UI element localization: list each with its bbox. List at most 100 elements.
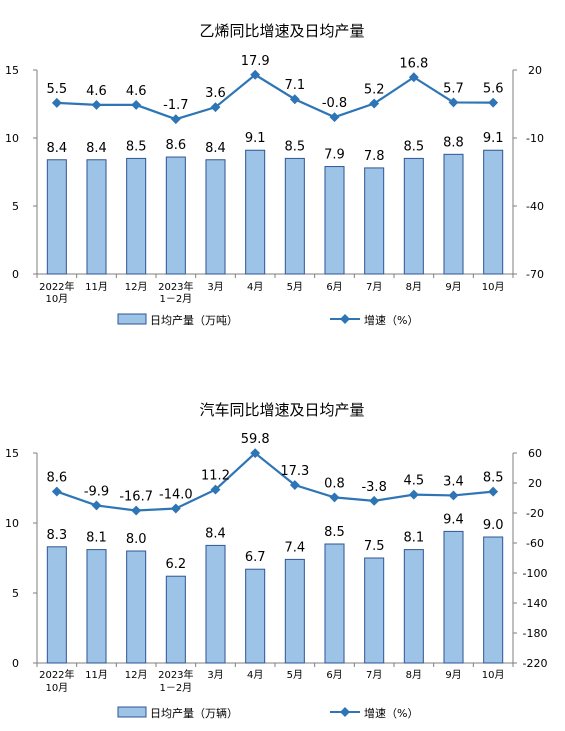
automobile-x-tick-label: 7月 bbox=[366, 669, 382, 681]
ethylene-bar bbox=[46, 159, 67, 275]
automobile-bar bbox=[165, 575, 186, 664]
automobile-growth-label: 3.4 bbox=[443, 474, 464, 489]
ethylene-growth-label: 7.1 bbox=[284, 78, 305, 93]
ethylene-bar-label: 8.5 bbox=[284, 139, 305, 154]
automobile-chart: 汽车同比增速及日均产量 0 5 10 15 -220 -180 -140 -100 -60 -20 2… bbox=[0, 385, 565, 727]
ethylene-x-tick-label: 11月 bbox=[85, 281, 108, 293]
ethylene-x-tick-label: 12月 bbox=[125, 281, 148, 293]
ethylene-growth-point bbox=[289, 94, 300, 105]
automobile-legend-bar-swatch bbox=[117, 706, 147, 718]
ethylene-x-tick-label-line2: 10月 bbox=[45, 293, 68, 305]
ethylene-bar bbox=[324, 166, 345, 275]
automobile-chart-svg: 汽车同比增速及日均产量 0 5 10 15 -220 -180 -140 -100 -60 -20 2… bbox=[5, 401, 548, 720]
automobile-growth-label: 17.3 bbox=[280, 464, 309, 479]
ethylene-right-tick-label: -40 bbox=[526, 200, 544, 213]
automobile-growth-label: -16.7 bbox=[119, 490, 153, 505]
ethylene-legend-bar-label: 日均产量（万吨） bbox=[150, 313, 238, 327]
automobile-x-tick-label: 9月 bbox=[445, 669, 461, 681]
automobile-growth-label: 4.5 bbox=[403, 474, 424, 489]
automobile-right-tick-label: -180 bbox=[523, 627, 548, 640]
automobile-growth-label: 11.2 bbox=[201, 469, 230, 484]
automobile-growth-point bbox=[329, 492, 340, 503]
automobile-right-tick-label: 60 bbox=[528, 447, 542, 460]
ethylene-left-tick-label: 0 bbox=[12, 268, 19, 281]
automobile-growth-point bbox=[210, 484, 221, 495]
ethylene-bar-label: 8.5 bbox=[403, 139, 424, 154]
automobile-left-tick-label: 5 bbox=[12, 587, 19, 600]
ethylene-title: 乙烯同比增速及日均产量 bbox=[199, 22, 364, 40]
automobile-right-tick-label: -100 bbox=[523, 567, 548, 580]
ethylene-growth-label: 5.6 bbox=[483, 82, 504, 97]
automobile-bar bbox=[324, 543, 345, 664]
ethylene-bar bbox=[165, 156, 186, 275]
automobile-growth-point bbox=[250, 448, 261, 459]
automobile-bar bbox=[284, 558, 305, 664]
ethylene-growth-label: -1.7 bbox=[163, 98, 188, 113]
ethylene-right-tick-label: -10 bbox=[526, 132, 544, 145]
ethylene-x-tick-label: 10月 bbox=[482, 281, 505, 293]
ethylene-x-tick-label: 3月 bbox=[207, 281, 223, 293]
automobile-growth-label: -3.8 bbox=[361, 480, 386, 495]
automobile-x-tick-label: 2022年 bbox=[39, 668, 74, 681]
automobile-x-tick-label: 10月 bbox=[482, 669, 505, 681]
ethylene-bar bbox=[205, 159, 226, 275]
automobile-x-tick-label: 4月 bbox=[247, 669, 263, 681]
automobile-x-tick-label: 3月 bbox=[207, 669, 223, 681]
automobile-bar-label: 8.3 bbox=[46, 528, 67, 543]
ethylene-chart: 乙烯同比增速及日均产量 0 5 10 15 -70 -40 -10 20 2022年 10月 11月 1… bbox=[0, 0, 565, 340]
automobile-growth-point bbox=[408, 489, 419, 500]
automobile-bar bbox=[245, 568, 266, 664]
ethylene-bar-label: 8.4 bbox=[86, 141, 107, 156]
ethylene-right-tick-label: 20 bbox=[528, 64, 542, 77]
ethylene-x-tick-label: 8月 bbox=[406, 281, 422, 293]
ethylene-bar bbox=[86, 159, 107, 275]
automobile-x-tick-label: 5月 bbox=[287, 669, 303, 681]
ethylene-bar bbox=[126, 157, 147, 275]
ethylene-growth-point bbox=[250, 69, 261, 80]
automobile-legend-line-marker bbox=[340, 707, 350, 717]
ethylene-growth-point bbox=[170, 114, 181, 125]
ethylene-left-tick-label: 5 bbox=[12, 200, 19, 213]
automobile-bar bbox=[483, 536, 504, 664]
automobile-growth-label: -14.0 bbox=[159, 488, 193, 503]
ethylene-x-tick-label: 2022年 bbox=[39, 280, 74, 293]
ethylene-growth-point bbox=[51, 97, 62, 108]
ethylene-x-tick-label: 4月 bbox=[247, 281, 263, 293]
automobile-bar-label: 6.7 bbox=[245, 550, 266, 565]
ethylene-growth-label: 17.9 bbox=[241, 54, 270, 69]
automobile-bar-label: 9.0 bbox=[483, 518, 504, 533]
ethylene-bar-label: 8.8 bbox=[443, 135, 464, 150]
ethylene-growth-label: 4.6 bbox=[126, 84, 147, 99]
ethylene-growth-point bbox=[329, 112, 340, 123]
ethylene-bar-label: 9.1 bbox=[245, 131, 266, 146]
automobile-x-tick-label: 6月 bbox=[326, 669, 342, 681]
ethylene-bar bbox=[284, 157, 305, 275]
automobile-right-tick-label: -60 bbox=[526, 537, 544, 550]
automobile-bar bbox=[205, 544, 226, 664]
automobile-left-tick-label: 15 bbox=[5, 447, 19, 460]
ethylene-bar-label: 7.9 bbox=[324, 148, 345, 163]
automobile-bar-label: 8.0 bbox=[126, 532, 147, 547]
automobile-right-tick-label: -140 bbox=[523, 597, 548, 610]
ethylene-growth-label: 4.6 bbox=[86, 84, 107, 99]
ethylene-left-tick-label: 15 bbox=[5, 64, 19, 77]
automobile-growth-point bbox=[51, 486, 62, 497]
ethylene-bar-label: 8.5 bbox=[126, 139, 147, 154]
ethylene-growth-point bbox=[210, 102, 221, 113]
ethylene-bar-label: 8.4 bbox=[46, 141, 67, 156]
ethylene-growth-point bbox=[131, 99, 142, 110]
ethylene-x-tick-label-line2: 1－2月 bbox=[159, 293, 192, 305]
automobile-bar-label: 7.5 bbox=[364, 539, 385, 554]
automobile-bar-label: 8.1 bbox=[86, 531, 107, 546]
automobile-bar-label: 9.4 bbox=[443, 512, 464, 527]
automobile-bar-label: 7.4 bbox=[284, 540, 305, 555]
automobile-bar-label: 8.1 bbox=[403, 531, 424, 546]
ethylene-bar-label: 9.1 bbox=[483, 131, 504, 146]
automobile-right-tick-label: -220 bbox=[523, 657, 548, 670]
automobile-legend-line-label: 增速（%） bbox=[364, 706, 418, 720]
automobile-growth-line bbox=[56, 451, 494, 512]
automobile-x-tick-label-line2: 10月 bbox=[45, 682, 68, 694]
automobile-x-tick-label: 11月 bbox=[85, 669, 108, 681]
automobile-bar-label: 6.2 bbox=[165, 557, 186, 572]
automobile-title: 汽车同比增速及日均产量 bbox=[199, 401, 364, 419]
